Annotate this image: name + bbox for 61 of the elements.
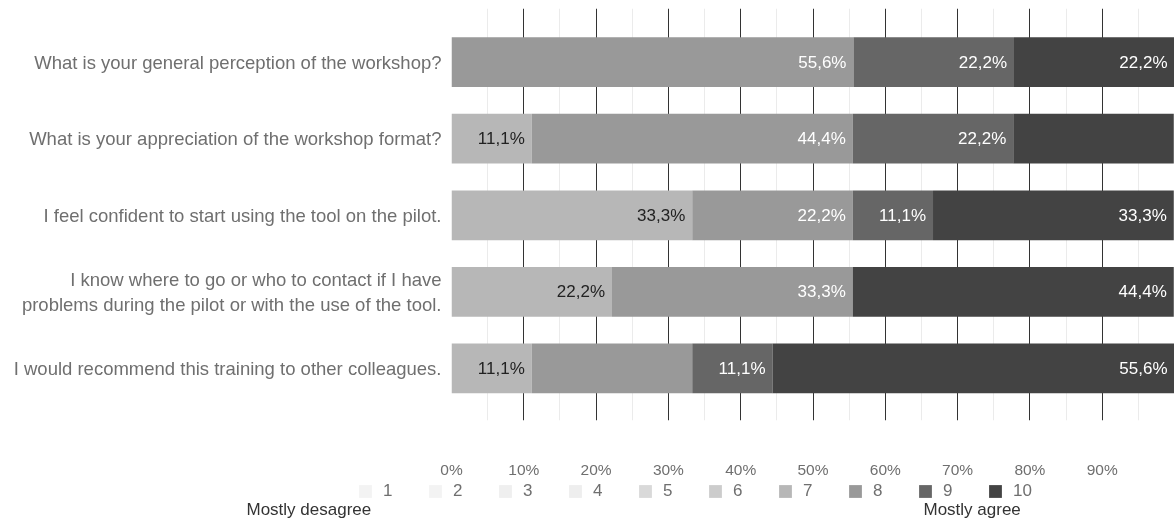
x-tick-label: 90% <box>1086 460 1118 478</box>
bar <box>852 190 934 241</box>
bar <box>692 343 773 394</box>
y-tick-label: I would recommend this training to other colleagues. <box>13 357 442 379</box>
bar <box>451 113 532 164</box>
legend-label: 5 <box>663 481 674 501</box>
data-label: 55,6% <box>1119 358 1168 378</box>
y-tick-label: What is your general perception of the workshop? <box>34 51 442 73</box>
legend-label: 4 <box>593 481 604 501</box>
data-label: 33,3% <box>1118 205 1167 225</box>
x-tick-label: 30% <box>652 460 685 478</box>
legend-label: 9 <box>943 481 954 501</box>
bar <box>451 266 613 317</box>
bar <box>451 37 854 87</box>
legend-label: 3 <box>523 481 534 501</box>
text: Mostly agree <box>923 500 1021 519</box>
legend-label: 8 <box>873 481 884 501</box>
x-tick-label: 60% <box>869 460 902 478</box>
data-label: 22,2% <box>556 282 606 302</box>
text: Mostly desagree <box>246 500 372 519</box>
data-label: 11,1% <box>879 205 927 225</box>
bar <box>1013 37 1174 87</box>
x-tick-label: 40% <box>725 460 757 478</box>
legend-label: 6 <box>733 481 744 501</box>
bar <box>451 190 693 241</box>
bar <box>531 343 693 394</box>
legend-label: 10 <box>1013 481 1033 501</box>
data-label: 33,3% <box>637 205 686 225</box>
bar <box>772 343 1174 394</box>
data-label: 22,2% <box>1119 52 1168 72</box>
data-label: 11,1% <box>477 358 525 378</box>
bar <box>692 190 853 241</box>
x-tick-label: 10% <box>508 460 540 478</box>
y-tick-label: I know where to go or who to contact if I have problems during the pilot or with the use of the tool. <box>21 268 442 315</box>
legend-label: 2 <box>453 481 464 501</box>
bar <box>933 190 1174 241</box>
data-label: 33,3% <box>797 282 846 302</box>
x-tick-label: 0% <box>440 460 463 478</box>
x-tick-label: 50% <box>797 460 829 478</box>
data-label: 22,2% <box>958 52 1007 72</box>
y-tick-label: What is your appreciation of the workshop format? <box>29 128 442 150</box>
data-label: 22,2% <box>797 205 846 225</box>
data-label: 11,1% <box>718 358 766 378</box>
data-label: 55,6% <box>798 52 847 72</box>
bar <box>853 37 1014 87</box>
bar <box>531 113 853 164</box>
x-tick-label: 20% <box>580 460 612 478</box>
y-tick-label: I feel confident to start using the tool on the pilot. <box>43 204 442 226</box>
legend-label: 1 <box>383 481 394 501</box>
data-label: 22,2% <box>958 129 1007 149</box>
x-tick-label: 70% <box>942 460 974 478</box>
data-label: 44,4% <box>797 129 846 149</box>
bar <box>1013 113 1174 164</box>
data-label: 11,1% <box>477 129 525 149</box>
data-label: 44,4% <box>1118 282 1167 302</box>
bar <box>451 343 532 394</box>
bar <box>852 266 1174 317</box>
bar <box>612 266 853 317</box>
legend-label: 7 <box>803 481 814 501</box>
x-tick-label: 80% <box>1014 460 1046 478</box>
bar <box>852 113 1014 164</box>
